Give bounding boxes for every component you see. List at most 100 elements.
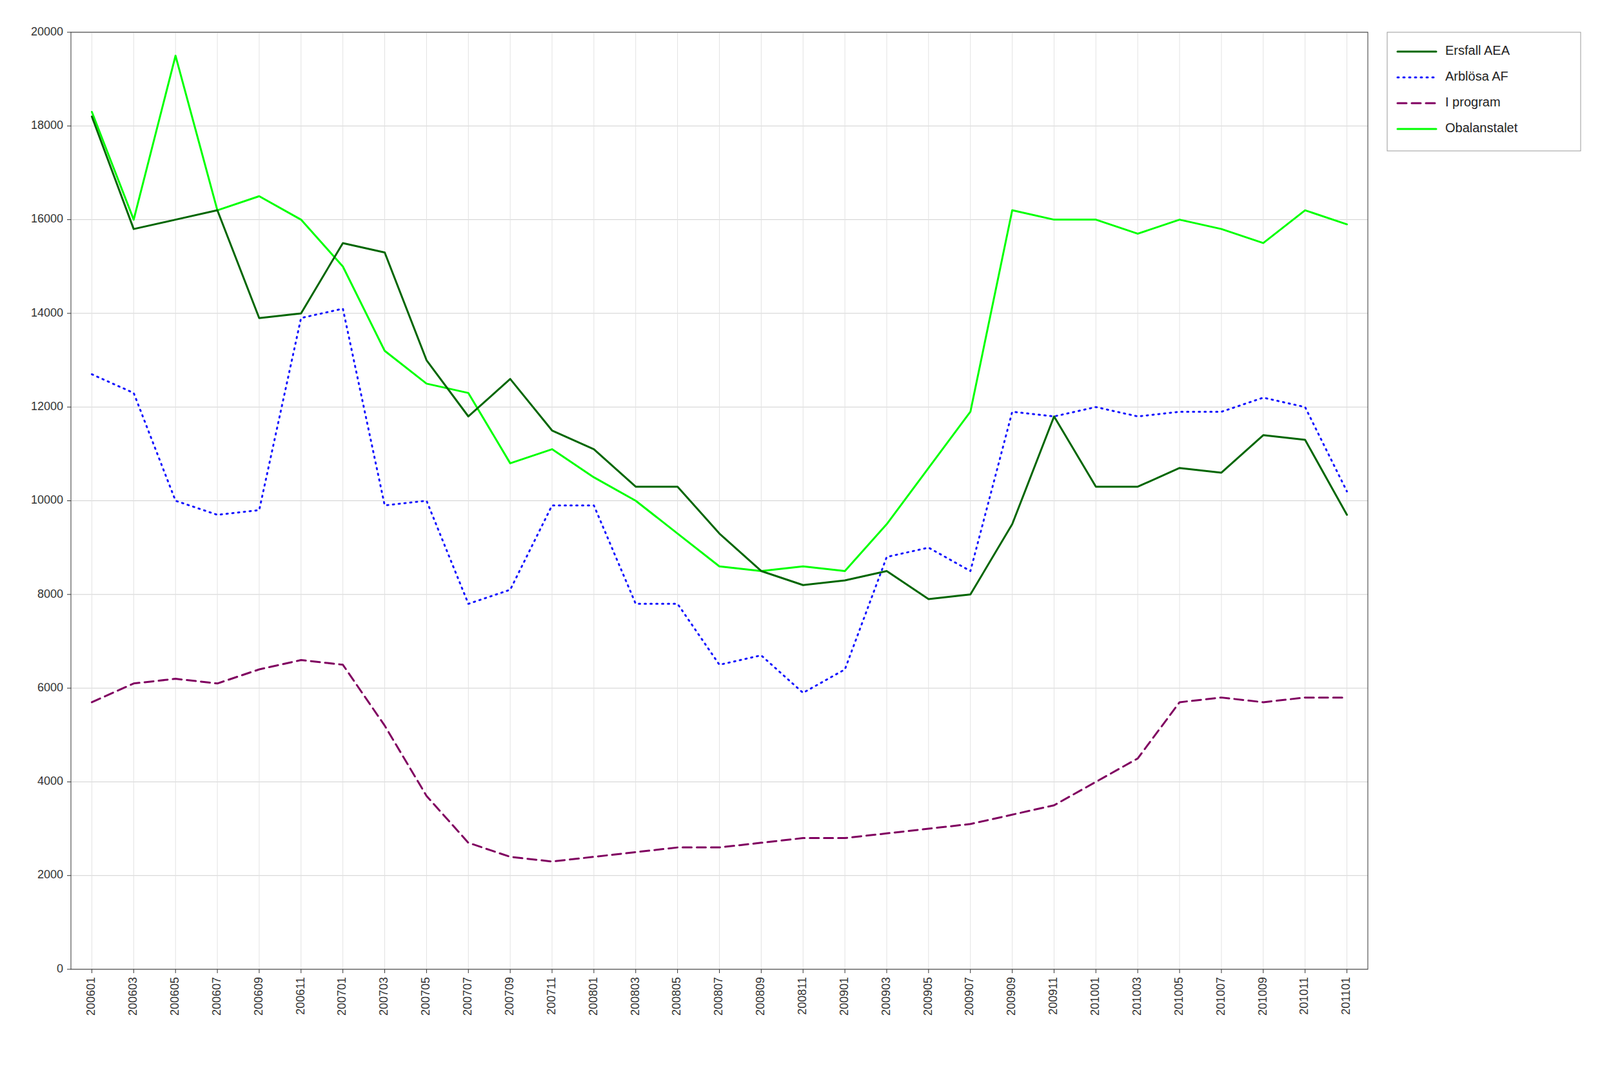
x-grid-line <box>969 32 971 970</box>
x-grid-line <box>1011 32 1013 970</box>
x-tick <box>1304 969 1306 974</box>
x-tick <box>552 969 553 974</box>
x-tick-label: 200911 <box>1046 977 1060 1016</box>
x-tick-label: 200711 <box>544 977 558 1016</box>
y-tick-label: 4000 <box>37 774 64 788</box>
x-tick-label: 200603 <box>126 977 140 1016</box>
x-tick-label: 200705 <box>419 977 433 1016</box>
y-tick <box>67 500 71 502</box>
x-tick-label: 200905 <box>921 977 935 1016</box>
series-line <box>91 308 1347 694</box>
x-grid-line <box>1262 32 1264 970</box>
y-tick-label: 8000 <box>37 587 64 601</box>
x-tick <box>1011 969 1013 974</box>
x-grid-line <box>91 32 93 970</box>
x-tick <box>1220 969 1222 974</box>
x-grid-line <box>1095 32 1097 970</box>
x-grid-line <box>886 32 887 970</box>
x-tick-label: 200709 <box>503 977 516 1016</box>
x-grid-line <box>1346 32 1348 970</box>
x-grid-line <box>593 32 594 970</box>
legend-label: I program <box>1445 94 1501 109</box>
x-grid-line <box>342 32 344 970</box>
legend-swatch <box>1397 76 1437 79</box>
x-tick <box>1346 969 1348 974</box>
y-tick <box>67 219 71 220</box>
x-tick <box>1262 969 1264 974</box>
x-tick-label: 200605 <box>168 977 182 1016</box>
x-tick-label: 201003 <box>1130 977 1144 1016</box>
y-tick <box>67 406 71 408</box>
series-line <box>91 55 1347 571</box>
x-tick <box>969 969 971 974</box>
legend-label: Obalanstalet <box>1445 120 1519 135</box>
y-tick-label: 18000 <box>30 118 64 132</box>
y-tick <box>67 125 71 127</box>
grid <box>70 32 1368 970</box>
plot-area <box>70 32 1368 970</box>
x-tick-label: 200803 <box>628 977 642 1016</box>
legend-label: Arblösa AF <box>1445 69 1509 84</box>
y-tick <box>67 32 71 33</box>
axes: 0200040006000800010000120001400016000180… <box>30 25 1353 1016</box>
x-grid-line <box>719 32 720 970</box>
x-tick <box>1137 969 1139 974</box>
x-tick <box>802 969 804 974</box>
legend: Ersfall AEA Arblösa AF I program Obalanstal… <box>1387 32 1581 151</box>
x-tick-label: 200805 <box>670 977 683 1016</box>
y-tick <box>67 781 71 783</box>
x-tick-label: 200801 <box>586 977 600 1016</box>
x-tick-label: 200611 <box>294 977 307 1016</box>
x-tick-label: 200907 <box>962 977 976 1016</box>
x-tick <box>217 969 218 974</box>
x-tick <box>342 969 344 974</box>
x-tick-label: 200809 <box>753 977 767 1016</box>
series-line <box>91 660 1347 862</box>
x-tick-label: 201001 <box>1088 977 1102 1016</box>
x-grid-line <box>510 32 511 970</box>
x-grid-line <box>677 32 678 970</box>
x-tick-label: 200903 <box>879 977 893 1016</box>
x-tick <box>1053 969 1055 974</box>
lines <box>91 55 1347 862</box>
x-grid-line <box>133 32 135 970</box>
x-tick-label: 200909 <box>1004 977 1018 1016</box>
x-tick <box>426 969 427 974</box>
plot-frame <box>70 32 1368 970</box>
x-tick <box>510 969 511 974</box>
x-tick <box>760 969 762 974</box>
y-tick-label: 0 <box>56 962 64 976</box>
legend-swatch <box>1397 50 1437 53</box>
y-tick-label: 16000 <box>30 212 64 226</box>
x-grid-line <box>552 32 553 970</box>
x-tick <box>175 969 177 974</box>
x-tick-label: 200609 <box>252 977 266 1016</box>
x-tick-label: 201011 <box>1297 977 1311 1016</box>
x-tick <box>886 969 887 974</box>
x-grid-line <box>1220 32 1222 970</box>
y-tick <box>67 312 71 314</box>
y-tick-label: 20000 <box>30 25 64 39</box>
x-tick-label: 201101 <box>1339 977 1353 1016</box>
y-tick <box>67 969 71 970</box>
y-tick-label: 10000 <box>30 493 64 507</box>
x-grid-line <box>1053 32 1055 970</box>
x-tick <box>677 969 678 974</box>
x-grid-line <box>1179 32 1181 970</box>
x-tick <box>91 969 93 974</box>
x-grid-line <box>760 32 762 970</box>
x-tick <box>593 969 594 974</box>
x-tick-label: 200703 <box>377 977 391 1016</box>
y-tick-label: 12000 <box>30 399 64 413</box>
x-tick <box>635 969 636 974</box>
x-tick <box>1095 969 1097 974</box>
y-tick <box>67 688 71 689</box>
legend-label: Ersfall AEA <box>1445 43 1511 58</box>
x-grid-line <box>468 32 469 970</box>
y-tick-label: 2000 <box>37 868 64 881</box>
x-tick-label: 201005 <box>1172 977 1186 1016</box>
x-tick <box>384 969 386 974</box>
x-tick-label: 200707 <box>461 977 475 1016</box>
x-grid-line <box>258 32 260 970</box>
chart: 0200040006000800010000120001400016000180… <box>0 0 1600 1066</box>
